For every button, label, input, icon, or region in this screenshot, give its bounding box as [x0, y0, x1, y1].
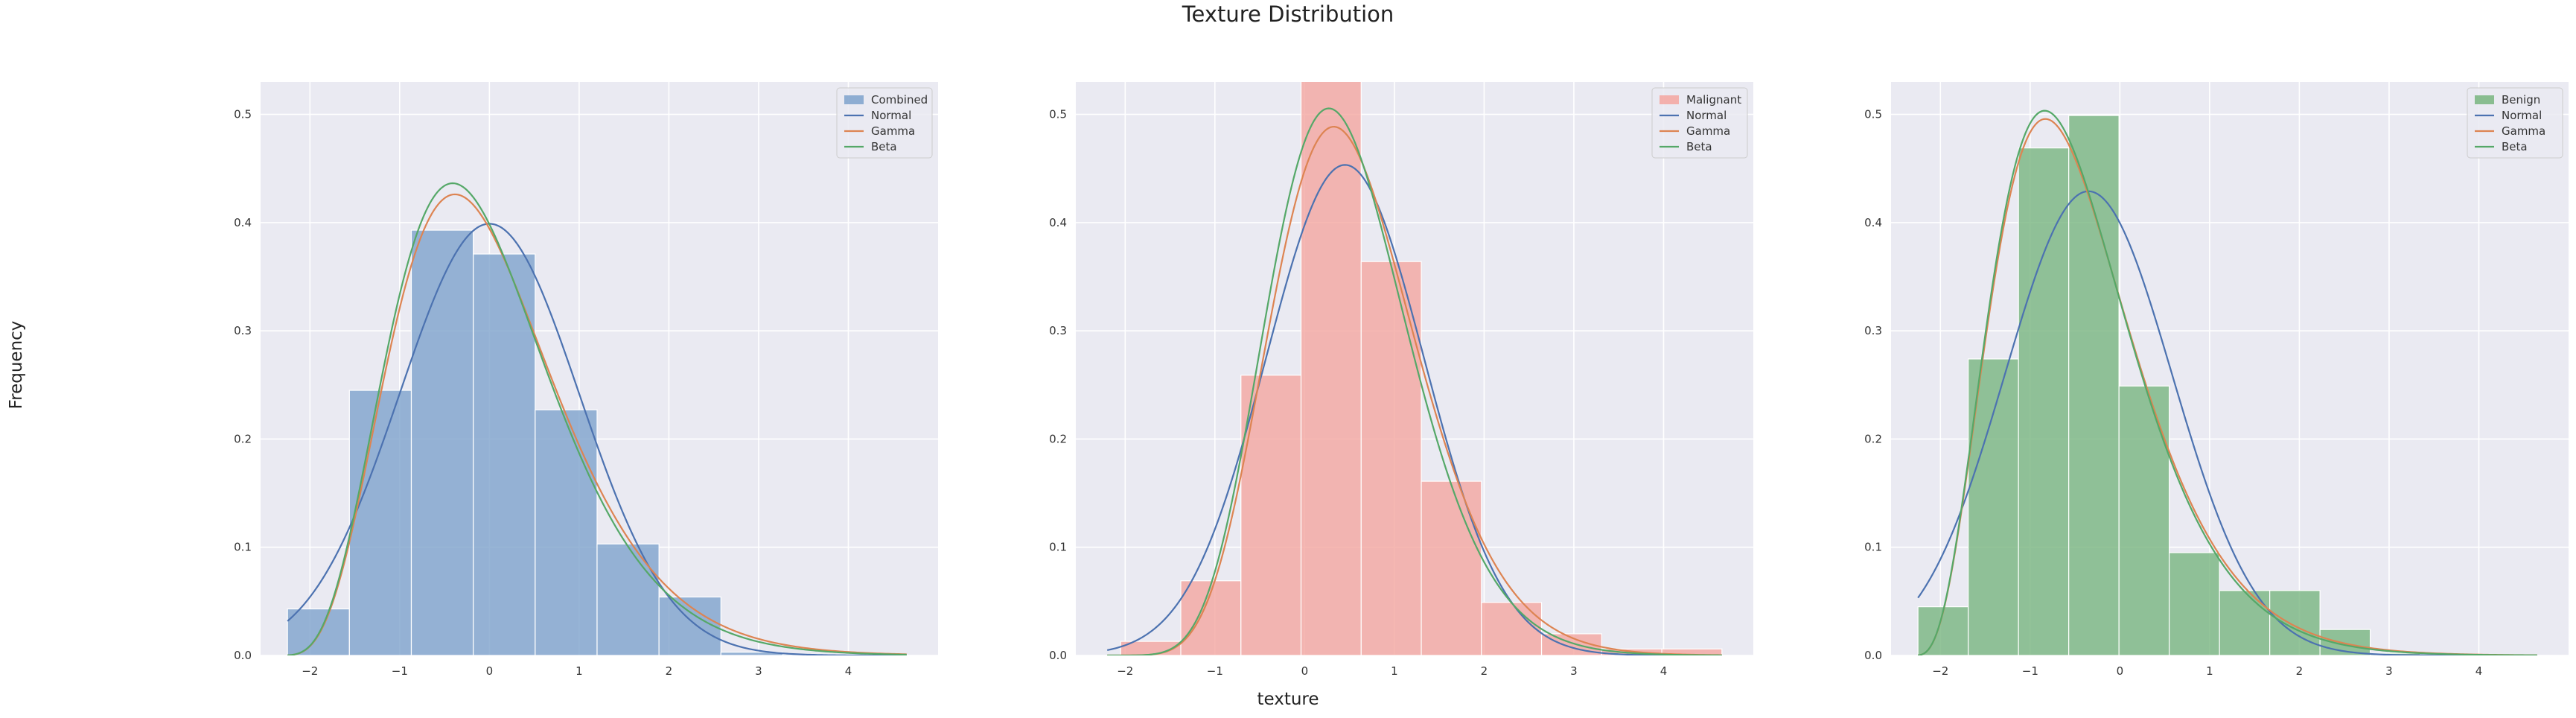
subplot-combined: −2 −1 0 1 2 3 4 0.0 0.1 0.2 0.3 0.4 0.5 Combined Norma… — [234, 82, 938, 678]
y-tick-label: 0.2 — [234, 432, 252, 445]
legend-label: Malignant — [1686, 93, 1741, 107]
plot-content — [1106, 82, 1723, 655]
legend-box — [1651, 87, 1748, 159]
histogram-bar — [1300, 82, 1362, 655]
histogram-bar — [1360, 261, 1422, 655]
plot-content — [287, 182, 908, 655]
legend: Combined Normal Gamma Beta — [836, 87, 933, 159]
legend-label: Beta — [871, 140, 897, 153]
y-tick-label: 0.0 — [1049, 649, 1067, 662]
y-tick-label: 0.0 — [1864, 649, 1882, 662]
histogram-bar — [1661, 648, 1723, 655]
y-tick-label: 0.5 — [1049, 108, 1067, 121]
legend-label: Benign — [2502, 93, 2540, 107]
x-tick-label: −1 — [392, 664, 408, 678]
histogram-bar — [2169, 552, 2220, 655]
legend-label: Normal — [1686, 109, 1727, 122]
x-axis-label: texture — [1257, 690, 1319, 709]
y-tick-label: 0.0 — [234, 649, 252, 662]
y-tick-label: 0.4 — [1049, 216, 1067, 229]
legend-label: Normal — [2502, 109, 2542, 122]
y-tick-label: 0.4 — [1864, 216, 1882, 229]
y-tick-label: 0.4 — [234, 216, 252, 229]
legend-swatch — [1660, 95, 1679, 104]
y-tick-label: 0.5 — [234, 108, 252, 121]
x-tick-label: 1 — [576, 664, 583, 678]
beta-fit-line — [1107, 107, 1722, 655]
legend-label: Combined — [871, 93, 928, 107]
histogram-bar — [1421, 480, 1482, 655]
y-tick-label: 0.3 — [1864, 324, 1882, 337]
x-tick-label: 4 — [845, 664, 852, 678]
legend-swatch — [2475, 95, 2494, 104]
x-tick-label: −2 — [1117, 664, 1133, 678]
legend: Benign Normal Gamma Beta — [2467, 87, 2563, 159]
subplot-malignant: −2 −1 0 1 2 3 4 0.0 0.1 0.2 0.3 0.4 0.5 Malignant Norm… — [1049, 82, 1753, 678]
y-tick-label: 0.5 — [1864, 108, 1882, 121]
x-tick-label: 2 — [1481, 664, 1488, 678]
legend-box — [2467, 87, 2563, 159]
histogram-bar — [287, 608, 350, 655]
y-tick-label: 0.2 — [1864, 432, 1882, 445]
normal-fit-line — [287, 223, 907, 655]
x-tick-label: −1 — [1207, 664, 1223, 678]
x-tick-label: 4 — [2475, 664, 2483, 678]
x-tick-label: 3 — [755, 664, 762, 678]
figure-title: Texture Distribution — [1182, 1, 1394, 27]
gamma-fit-line — [287, 193, 907, 655]
legend-label: Beta — [1686, 140, 1712, 153]
x-tick-label: 0 — [2117, 664, 2124, 678]
y-tick-label: 0.3 — [234, 324, 252, 337]
x-tick-label: 3 — [1570, 664, 1578, 678]
x-tick-label: 3 — [2385, 664, 2393, 678]
y-tick-label: 0.1 — [1049, 541, 1067, 554]
histogram-bar — [410, 229, 474, 655]
histogram-bar — [348, 390, 412, 655]
legend: Malignant Normal Gamma Beta — [1651, 87, 1748, 159]
x-tick-label: −2 — [1932, 664, 1948, 678]
x-tick-label: 2 — [666, 664, 673, 678]
y-tick-label: 0.3 — [1049, 324, 1067, 337]
legend-box — [836, 87, 933, 159]
histogram-bar — [535, 409, 598, 655]
normal-fit-line — [1917, 190, 2537, 655]
y-axis-label: Frequency — [7, 320, 26, 410]
legend-label: Gamma — [2502, 124, 2545, 138]
legend-label: Beta — [2502, 140, 2528, 153]
legend-label: Normal — [871, 109, 911, 122]
subplot-benign: −2 −1 0 1 2 3 4 0.0 0.1 0.2 0.3 0.4 0.5 Benign Normal G… — [1864, 82, 2569, 678]
x-tick-label: 0 — [1301, 664, 1309, 678]
histogram-bar — [2118, 385, 2170, 655]
normal-fit-line — [1106, 164, 1722, 655]
histogram-bar — [473, 253, 536, 655]
gamma-fit-line — [1107, 126, 1722, 655]
beta-fit-line — [1918, 109, 2537, 655]
histogram-bar — [2068, 115, 2120, 655]
x-tick-label: 2 — [2296, 664, 2304, 678]
x-tick-label: 1 — [1391, 664, 1398, 678]
y-tick-label: 0.2 — [1049, 432, 1067, 445]
histogram-bar — [2219, 590, 2271, 655]
histogram-bar — [1481, 602, 1543, 655]
y-tick-label: 0.1 — [1864, 541, 1882, 554]
legend-label: Gamma — [871, 124, 915, 138]
histogram-bar — [2269, 590, 2321, 655]
subplots: −2 −1 0 1 2 3 4 0.0 0.1 0.2 0.3 0.4 0.5 Combined Norma… — [234, 82, 2569, 678]
x-tick-label: 0 — [486, 664, 494, 678]
x-tick-label: −1 — [2022, 664, 2038, 678]
legend-swatch — [844, 95, 864, 104]
histogram-bar — [2018, 147, 2070, 655]
legend-label: Gamma — [1686, 124, 1730, 138]
y-tick-label: 0.1 — [234, 541, 252, 554]
plot-content — [1917, 109, 2537, 655]
beta-fit-line — [287, 182, 907, 655]
histogram-bar — [596, 543, 660, 655]
x-tick-label: 4 — [1660, 664, 1668, 678]
x-tick-label: 1 — [2206, 664, 2213, 678]
x-tick-label: −2 — [302, 664, 318, 678]
